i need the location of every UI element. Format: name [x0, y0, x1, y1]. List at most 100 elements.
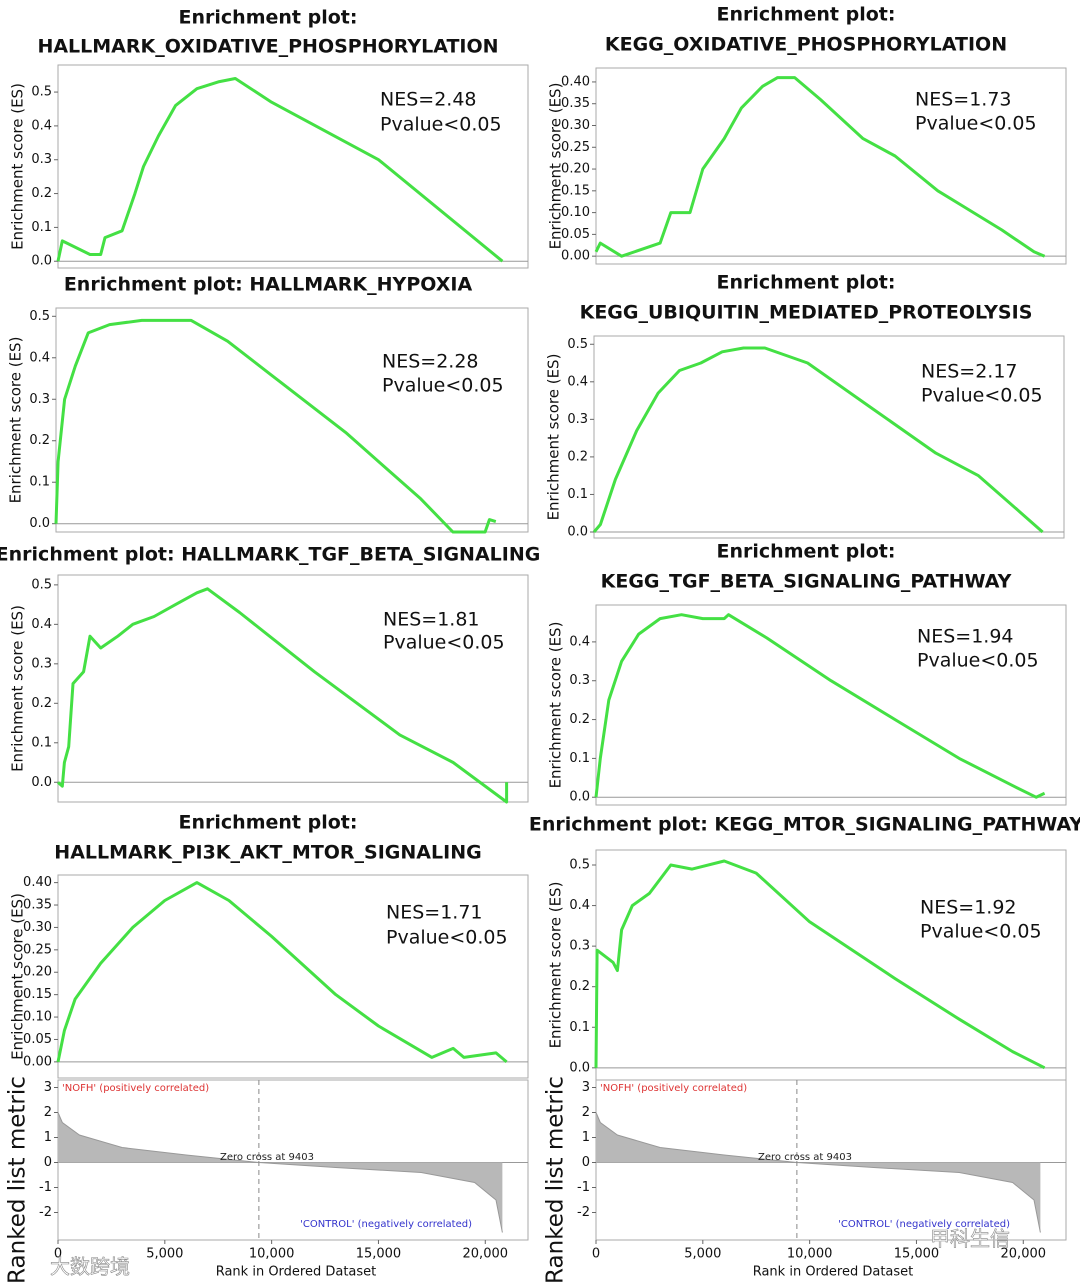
- chart-title: Enrichment plot:: [717, 272, 896, 294]
- annotation: NES=1.81: [383, 609, 480, 631]
- y-tick-label: 0.25: [561, 140, 590, 155]
- annotation: 'NOFH' (positively correlated): [600, 1083, 747, 1094]
- plot-area: [57, 64, 529, 269]
- y-tick-label: 0.2: [567, 449, 588, 464]
- y-axis-label: Enrichment score (ES): [545, 354, 563, 521]
- x-tick-label: 0: [54, 1247, 62, 1262]
- y-tick-label: 0.10: [23, 1010, 52, 1025]
- y-tick-label: 0.1: [569, 1020, 590, 1035]
- watermark: 大数跨境: [50, 1255, 130, 1279]
- annotation: NES=1.73: [915, 89, 1012, 111]
- y-tick-label: 0.4: [29, 350, 50, 365]
- x-tick-label: 20,000: [1001, 1247, 1047, 1262]
- y-tick-label: -1: [577, 1180, 590, 1195]
- y-tick-label: 0.3: [31, 152, 52, 167]
- x-tick-label: 5,000: [146, 1247, 183, 1262]
- annotation: NES=1.92: [920, 897, 1017, 919]
- y-tick-label: 0.3: [569, 939, 590, 954]
- y-tick-label: 0.20: [561, 162, 590, 177]
- plot-area: [57, 874, 529, 1079]
- y-axis-label: Ranked list metric: [5, 1076, 31, 1284]
- x-tick-label: 15,000: [894, 1247, 940, 1262]
- annotation: 'CONTROL' (negatively correlated): [300, 1219, 472, 1230]
- y-tick-label: 0.4: [569, 898, 590, 913]
- x-axis-label: Rank in Ordered Dataset: [216, 1265, 377, 1280]
- y-tick-label: 0.25: [23, 942, 52, 957]
- y-tick-label: 0.5: [567, 337, 588, 352]
- y-tick-label: 0.4: [31, 617, 52, 632]
- plot-area: [595, 849, 1067, 1081]
- y-tick-label: 0: [582, 1155, 590, 1170]
- y-tick-label: 3: [44, 1080, 52, 1095]
- y-axis-label: Enrichment score (ES): [547, 622, 565, 789]
- chart-title: Enrichment plot:: [717, 4, 896, 26]
- plot-area: [55, 307, 529, 533]
- annotation: Pvalue<0.05: [917, 650, 1039, 672]
- annotation: Pvalue<0.05: [921, 385, 1043, 407]
- y-tick-label: 0.15: [561, 183, 590, 198]
- annotation: NES=2.17: [921, 361, 1018, 383]
- plot-area: [57, 574, 529, 803]
- y-axis-label: Enrichment score (ES): [7, 337, 25, 504]
- chart-title: Enrichment plot:: [717, 541, 896, 563]
- chart-title: HALLMARK_OXIDATIVE_PHOSPHORYLATION: [37, 36, 498, 58]
- y-tick-label: 0.5: [29, 309, 50, 324]
- y-tick-label: 0: [44, 1155, 52, 1170]
- y-tick-label: 0.2: [29, 433, 50, 448]
- y-tick-label: 0.5: [31, 577, 52, 592]
- es-curve: [592, 346, 1044, 534]
- y-tick-label: 0.35: [23, 898, 52, 913]
- annotation: Pvalue<0.05: [920, 921, 1042, 943]
- chart-title: KEGG_OXIDATIVE_PHOSPHORYLATION: [605, 34, 1007, 56]
- y-tick-label: 0.00: [561, 249, 590, 264]
- chart-title: Enrichment plot: HALLMARK_TGF_BETA_SIGNA…: [0, 544, 540, 566]
- x-tick-label: 10,000: [787, 1247, 833, 1262]
- annotation: Zero cross at 9403: [220, 1152, 314, 1163]
- y-tick-label: 0.05: [561, 227, 590, 242]
- y-tick-label: 1: [44, 1130, 52, 1145]
- annotation: Pvalue<0.05: [380, 114, 502, 136]
- es-curve: [56, 77, 504, 263]
- es-curve: [54, 318, 497, 534]
- es-curve: [594, 613, 1046, 799]
- y-tick-label: 0.2: [31, 696, 52, 711]
- y-axis-label: Enrichment score (ES): [9, 893, 27, 1060]
- y-tick-label: 0.30: [23, 920, 52, 935]
- y-tick-label: -2: [39, 1205, 52, 1220]
- watermark: 甲科生信: [930, 1227, 1010, 1251]
- x-tick-label: 10,000: [249, 1247, 295, 1262]
- y-tick-label: 0.1: [569, 751, 590, 766]
- y-axis-label: Enrichment score (ES): [9, 83, 27, 250]
- annotation: 'CONTROL' (negatively correlated): [838, 1219, 1010, 1230]
- chart-title: Enrichment plot: KEGG_MTOR_SIGNALING_PAT…: [529, 814, 1080, 836]
- y-tick-label: 0.4: [567, 374, 588, 389]
- y-tick-label: 0.0: [569, 790, 590, 805]
- y-tick-label: -2: [577, 1205, 590, 1220]
- y-tick-label: 0.2: [569, 979, 590, 994]
- x-tick-label: 15,000: [356, 1247, 402, 1262]
- annotation: NES=2.48: [380, 89, 477, 111]
- annotation: Pvalue<0.05: [386, 927, 508, 949]
- y-tick-label: 0.40: [23, 875, 52, 890]
- annotation: Pvalue<0.05: [383, 632, 505, 654]
- y-tick-label: 0.2: [569, 712, 590, 727]
- annotation: Pvalue<0.05: [382, 375, 504, 397]
- y-tick-label: 0.5: [569, 858, 590, 873]
- y-tick-label: 3: [582, 1080, 590, 1095]
- annotation: NES=1.71: [386, 902, 483, 924]
- y-tick-label: 0.35: [561, 96, 590, 111]
- es-curve: [56, 587, 509, 804]
- y-tick-label: 0.4: [31, 118, 52, 133]
- y-axis-label: Enrichment score (ES): [547, 882, 565, 1049]
- annotation: NES=2.28: [382, 351, 479, 373]
- annotation: 'NOFH' (positively correlated): [62, 1083, 209, 1094]
- y-tick-label: 0.0: [31, 775, 52, 790]
- chart-title: KEGG_UBIQUITIN_MEDIATED_PROTEOLYSIS: [580, 302, 1033, 324]
- y-tick-label: 0.4: [569, 634, 590, 649]
- y-tick-label: 0.40: [561, 74, 590, 89]
- chart-title: HALLMARK_PI3K_AKT_MTOR_SIGNALING: [54, 842, 481, 864]
- y-tick-label: 0.0: [567, 524, 588, 539]
- y-tick-label: 0.05: [23, 1032, 52, 1047]
- y-tick-label: 0.3: [29, 392, 50, 407]
